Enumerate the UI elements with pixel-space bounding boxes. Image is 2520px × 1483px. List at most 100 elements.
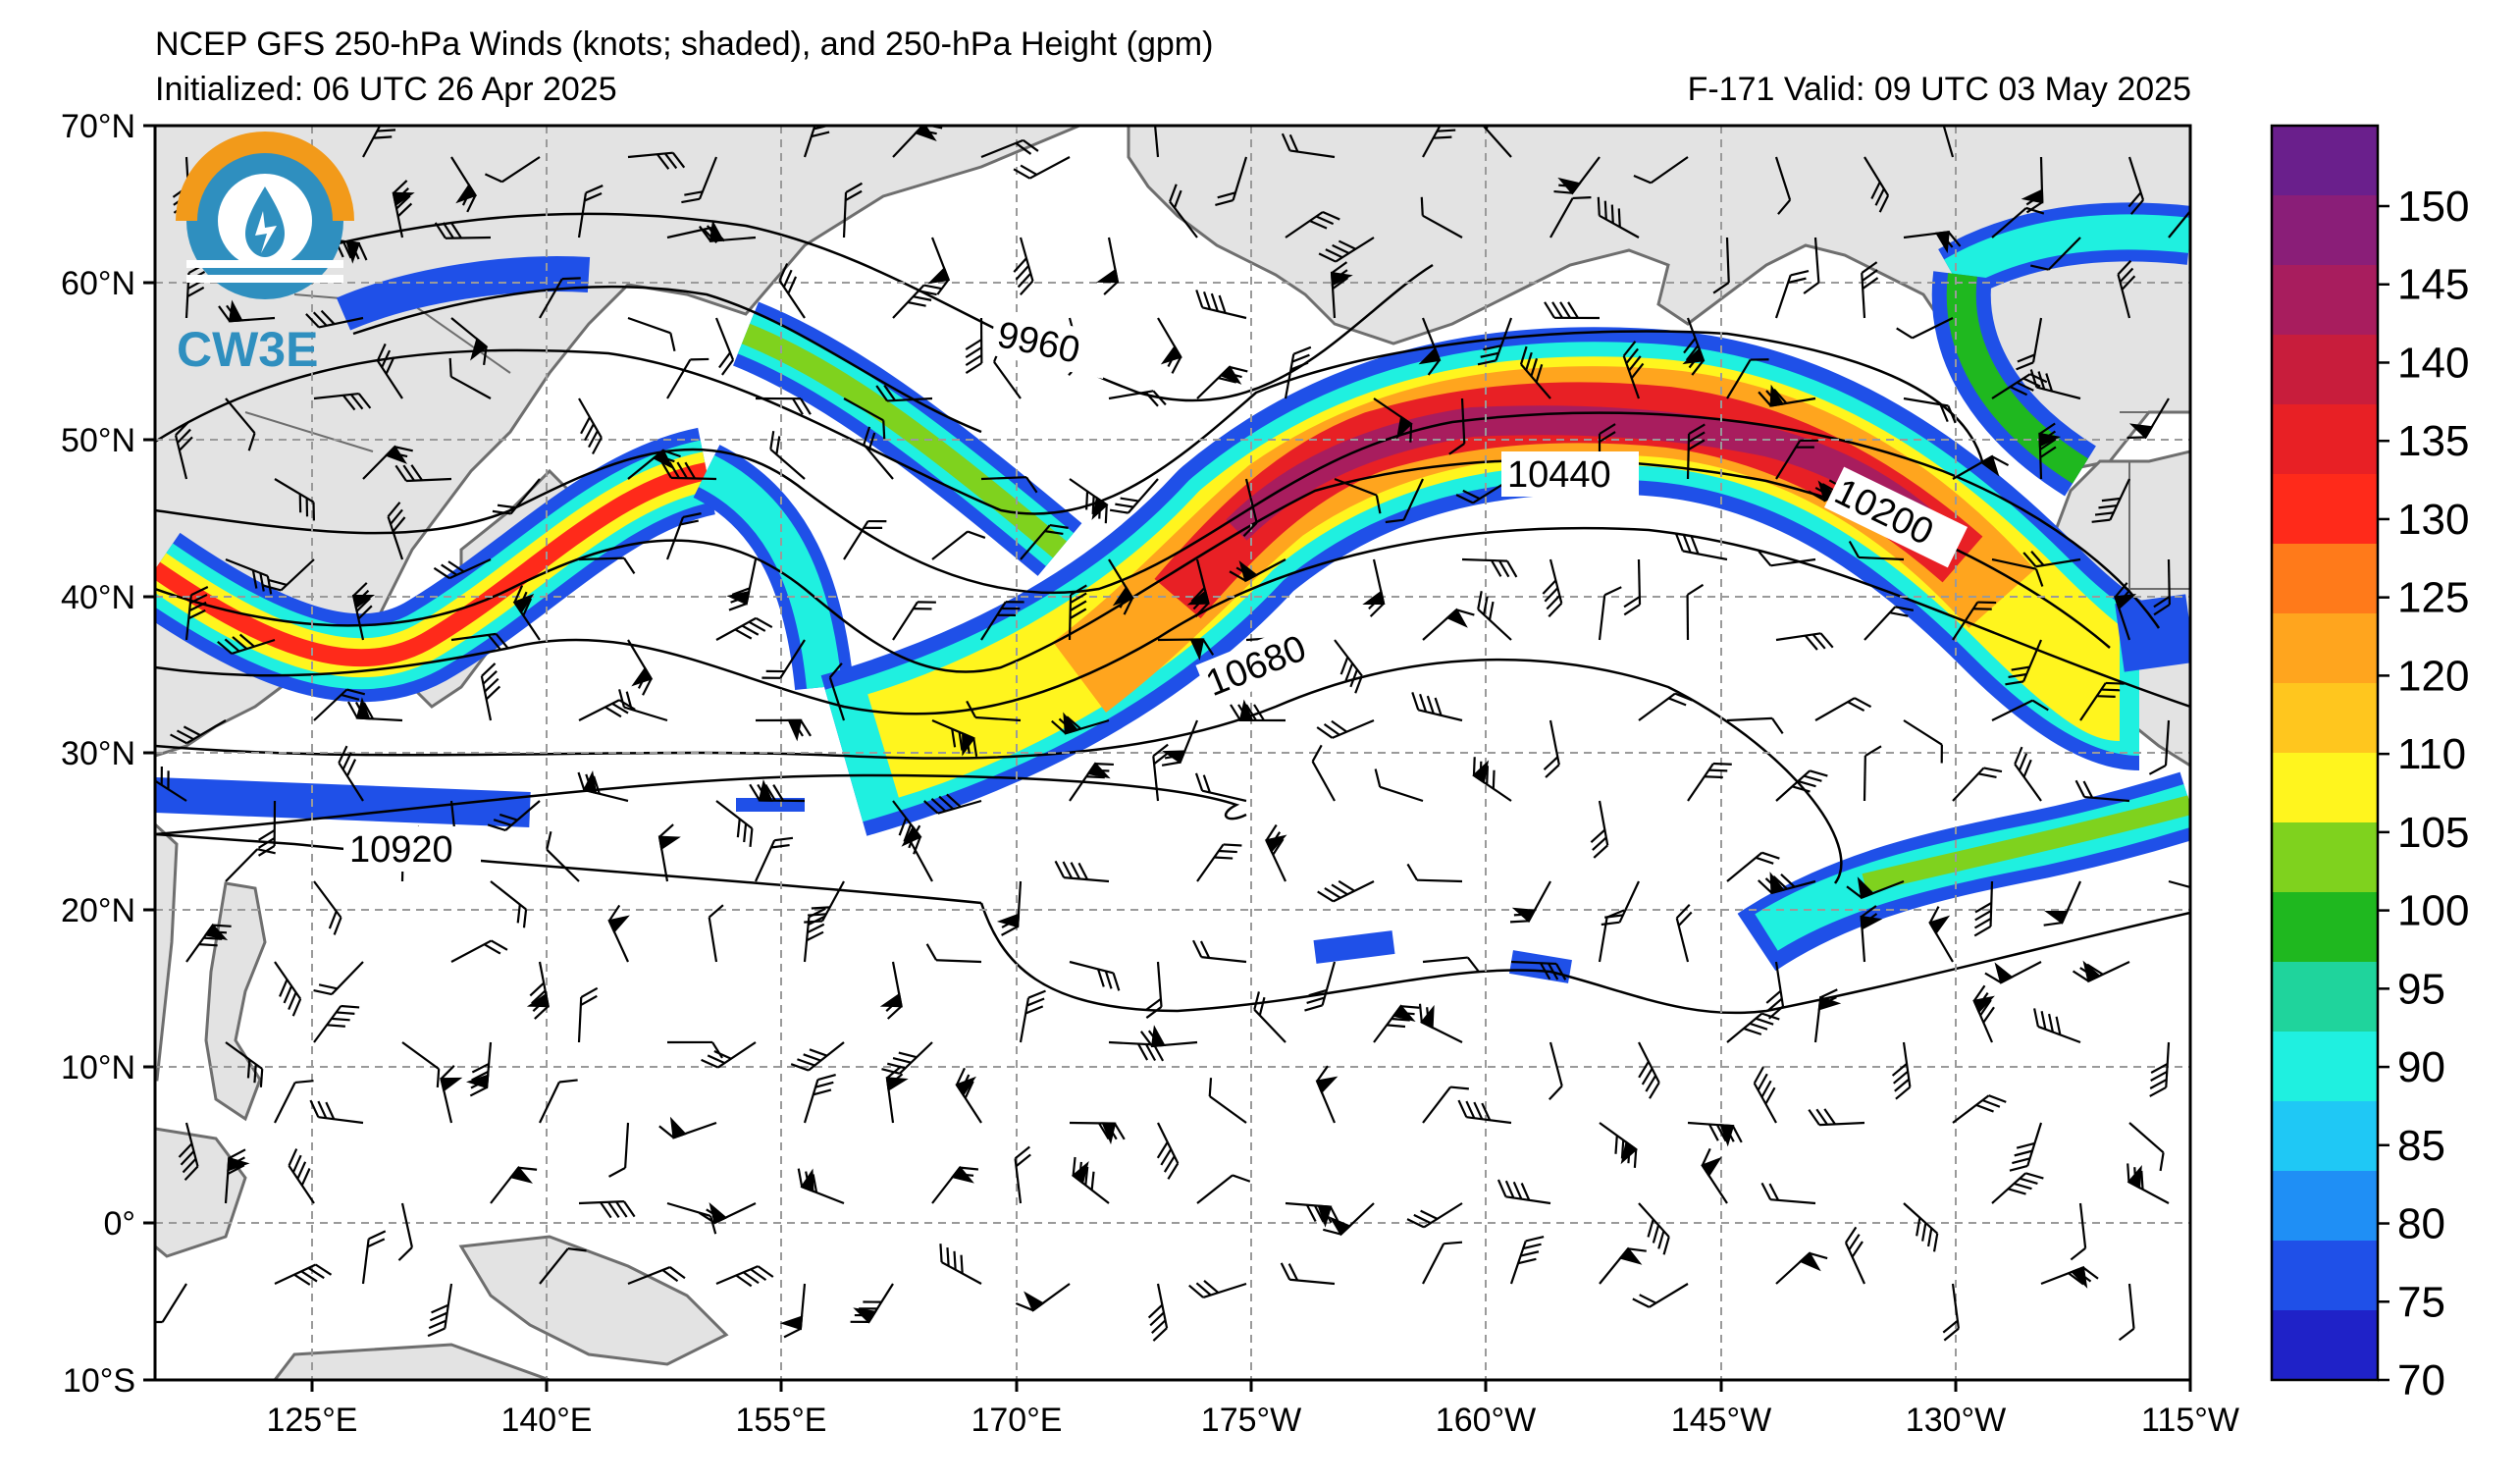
wind-barb	[608, 1122, 630, 1178]
wind-barb	[1599, 1246, 1647, 1285]
wind-barb	[1942, 1283, 1960, 1342]
wind-barb	[1509, 880, 1551, 924]
wind-barb	[1285, 211, 1340, 238]
wind-barb	[450, 632, 509, 651]
wind-barb	[1687, 1121, 1743, 1147]
colorbar-frame	[2270, 124, 2380, 1382]
colorbar-labels: 150 145 140 135 130 125 120 110 105 100 95 90 85 80 75…	[2378, 183, 2469, 1404]
wind-barb	[1861, 261, 1879, 319]
wind-barb	[1157, 638, 1215, 661]
wind-barb	[2126, 397, 2170, 440]
wind-barb	[726, 558, 758, 611]
colorbar-label: 85	[2397, 1122, 2445, 1170]
wind-barb	[1632, 1283, 1689, 1308]
wind-barb	[1284, 345, 1312, 399]
wind-barb	[1952, 1094, 2007, 1124]
wind-barb	[2117, 260, 2136, 319]
wind-barb	[1758, 551, 1816, 567]
wind-barb	[1598, 586, 1622, 641]
wind-barb	[288, 1148, 315, 1204]
wind-barb	[1753, 1066, 1777, 1124]
contour-label-10440: 10440	[1507, 454, 1611, 496]
wind-barb	[1281, 132, 1336, 159]
wind-barb	[2074, 779, 2130, 803]
colorbar-segment	[2272, 195, 2378, 266]
lon-label-160w: 160°W	[1436, 1402, 1536, 1439]
latitude-labels: 70°N 60°N 50°N 40°N 30°N 20°N 10°N 0° 10…	[61, 108, 135, 1400]
wind-barb	[1860, 905, 1883, 963]
wind-barb	[910, 824, 933, 882]
wind-barb	[578, 556, 636, 574]
wind-barb	[1896, 317, 1954, 340]
wind-barb	[1973, 880, 1994, 937]
wind-barb	[966, 700, 1022, 722]
wind-barb	[980, 138, 1039, 159]
wind-barb	[955, 1067, 982, 1124]
colorbar-segment	[2272, 404, 2378, 475]
wind-barb	[392, 180, 415, 238]
wind-barb	[170, 719, 227, 745]
wind-barb	[1726, 1012, 1780, 1043]
colorbar-segment	[2272, 474, 2378, 545]
cw3e-logo: CW3E	[176, 132, 354, 377]
wind-barb	[217, 633, 276, 656]
wind-barb	[1152, 743, 1170, 802]
wind-barb	[218, 299, 276, 323]
wind-barb	[627, 639, 654, 696]
wind-barb	[1598, 909, 1625, 963]
wind-barb	[1406, 863, 1463, 883]
wind-barb	[892, 126, 943, 158]
wind-barb	[2118, 1283, 2135, 1342]
colorbar-segment	[2272, 1241, 2378, 1311]
logo-text: CW3E	[177, 322, 318, 377]
wind-barb	[1712, 237, 1730, 294]
wind-barb	[749, 779, 806, 803]
wind-barb	[2148, 719, 2171, 775]
wind-barb	[1318, 237, 1375, 263]
longitude-labels: 125°E 140°E 155°E 170°E 175°W 160°W 145°…	[266, 1402, 2238, 1439]
wind-barb	[1758, 384, 1816, 407]
wind-barb	[1422, 956, 1481, 974]
wind-barb	[1701, 1147, 1728, 1204]
wind-barb	[1157, 317, 1182, 374]
wind-barb	[2079, 681, 2125, 721]
wind-barb	[1304, 961, 1337, 1012]
wind-barb	[1374, 768, 1424, 803]
wind-barb	[1775, 439, 1819, 480]
wind-barb	[627, 449, 681, 480]
wind-barb	[2005, 639, 2043, 686]
wind-barb	[1215, 156, 1248, 206]
wind-barb	[1285, 1201, 1340, 1228]
wind-barb	[1334, 477, 1382, 514]
wind-barb	[1317, 879, 1375, 903]
wind-barb	[892, 601, 936, 641]
wind-barb	[1051, 712, 1110, 735]
wind-barb	[1864, 606, 1915, 641]
wind-barb	[2021, 156, 2044, 214]
wind-barb	[1803, 237, 1820, 294]
wind-barb	[1457, 1099, 1512, 1125]
wind-barb	[627, 1266, 686, 1286]
lat-label-70n: 70°N	[61, 108, 135, 145]
wind-barb	[715, 1265, 774, 1288]
wind-barb	[2033, 1008, 2081, 1044]
wind-barb	[577, 769, 629, 803]
colorbar-label: 130	[2397, 496, 2469, 544]
wind-barb	[627, 316, 676, 351]
wind-barb	[927, 237, 951, 295]
wind-barb	[1152, 126, 1160, 158]
wind-barb	[1096, 237, 1120, 295]
valid-time: F-171 Valid: 09 UTC 03 May 2025	[1687, 71, 2191, 108]
height-contours	[155, 212, 2190, 1015]
wind-barb	[433, 558, 492, 580]
wind-barb	[1019, 989, 1046, 1043]
wind-barb	[1385, 478, 1424, 524]
map-title: NCEP GFS 250-hPa Winds (knots; shaded), …	[155, 26, 1214, 63]
wind-barb	[1519, 345, 1551, 399]
wind-barb	[701, 1041, 757, 1069]
wind-barb	[2022, 551, 2081, 568]
wind-barb	[578, 397, 603, 455]
wind-barb	[708, 904, 724, 963]
axis-ticks	[143, 124, 2192, 1392]
wind-barb	[401, 1041, 441, 1087]
